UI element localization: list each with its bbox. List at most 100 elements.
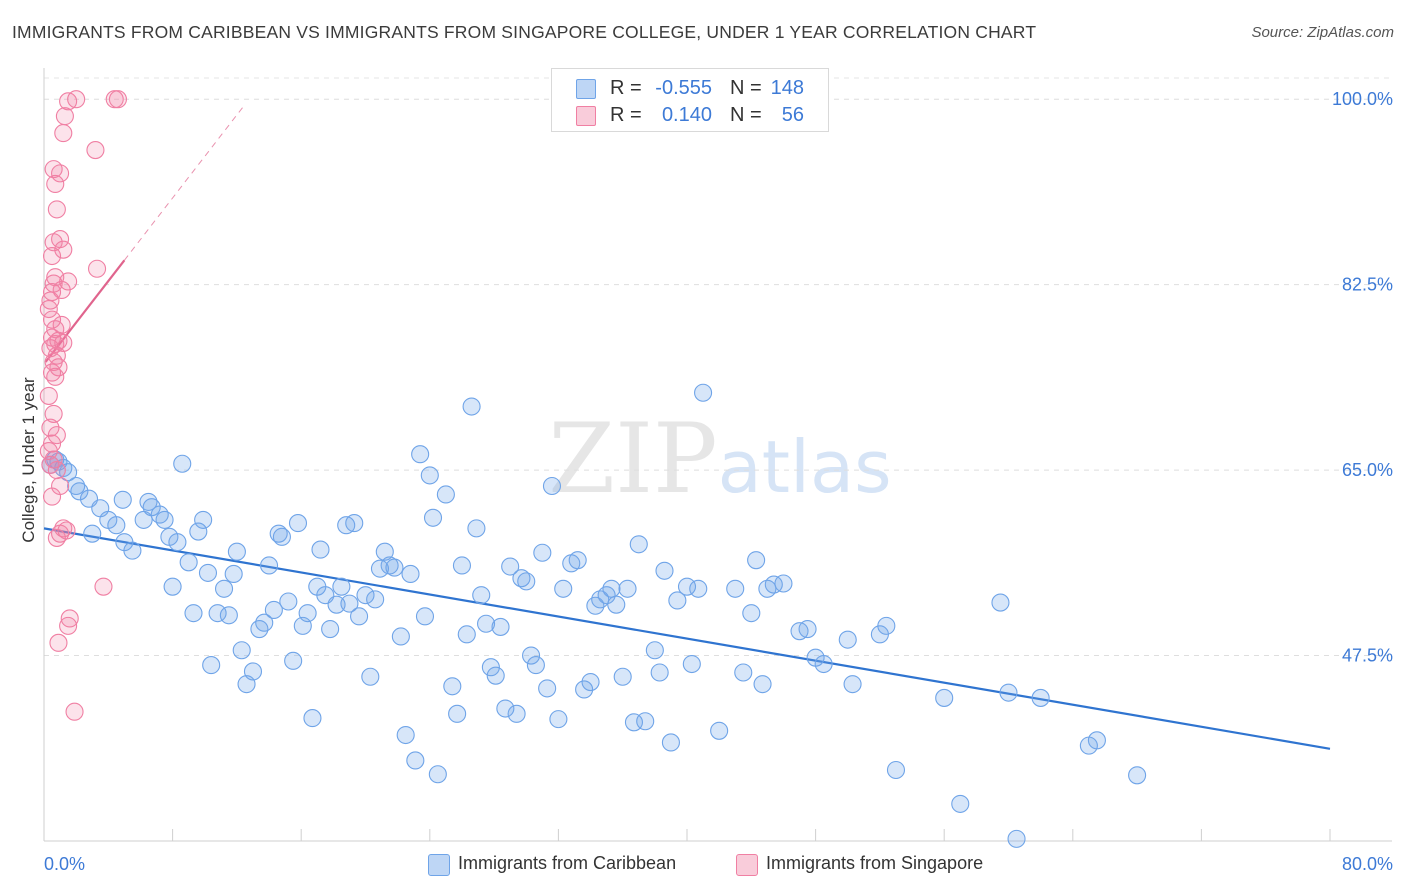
point-caribbean bbox=[486, 666, 505, 685]
bottom-legend-label-singapore: Immigrants from Singapore bbox=[766, 853, 984, 873]
point-caribbean bbox=[288, 514, 308, 533]
x-tick-label: 80.0% bbox=[1342, 854, 1393, 874]
point-caribbean bbox=[1087, 731, 1106, 750]
point-singapore bbox=[65, 702, 84, 721]
point-caribbean bbox=[139, 492, 158, 511]
point-caribbean bbox=[753, 675, 772, 694]
point-caribbean bbox=[1007, 829, 1026, 848]
point-caribbean bbox=[629, 535, 648, 554]
bottom-legend-swatch-caribbean bbox=[428, 854, 450, 876]
point-singapore bbox=[47, 461, 66, 480]
point-caribbean bbox=[607, 595, 626, 614]
point-singapore bbox=[55, 107, 74, 126]
point-caribbean bbox=[448, 704, 467, 723]
point-caribbean bbox=[361, 667, 380, 686]
point-caribbean bbox=[526, 656, 545, 675]
point-caribbean bbox=[284, 651, 303, 670]
point-singapore bbox=[44, 450, 63, 469]
point-caribbean bbox=[134, 510, 153, 529]
point-caribbean bbox=[533, 543, 552, 562]
legend-n-value: 148 bbox=[770, 77, 804, 99]
point-caribbean bbox=[107, 516, 126, 535]
point-caribbean bbox=[59, 463, 78, 482]
point-caribbean bbox=[452, 556, 472, 575]
point-caribbean bbox=[227, 542, 246, 561]
point-singapore bbox=[54, 240, 73, 259]
point-caribbean bbox=[370, 559, 390, 578]
point-caribbean bbox=[264, 600, 283, 620]
point-caribbean bbox=[798, 620, 817, 639]
point-singapore bbox=[39, 441, 58, 461]
point-caribbean bbox=[420, 466, 439, 485]
point-caribbean bbox=[173, 454, 192, 473]
point-caribbean bbox=[391, 627, 410, 646]
point-singapore bbox=[59, 616, 78, 635]
point-caribbean bbox=[838, 630, 857, 649]
legend-n-value: 56 bbox=[781, 104, 804, 126]
point-caribbean bbox=[522, 646, 541, 665]
point-caribbean bbox=[457, 625, 476, 644]
grid-lines bbox=[44, 77, 1392, 657]
legend-swatch-caribbean bbox=[576, 79, 596, 99]
point-singapore bbox=[94, 577, 113, 596]
point-caribbean bbox=[113, 490, 132, 509]
point-caribbean bbox=[436, 485, 455, 504]
point-caribbean bbox=[194, 510, 213, 529]
point-singapore bbox=[44, 404, 63, 423]
point-caribbean bbox=[345, 514, 364, 533]
legend-n-label: N = bbox=[730, 77, 762, 99]
bottom-legend-label-caribbean: Immigrants from Caribbean bbox=[458, 853, 677, 873]
point-caribbean bbox=[694, 383, 713, 402]
point-caribbean bbox=[814, 654, 833, 674]
point-caribbean bbox=[650, 663, 669, 682]
point-singapore bbox=[52, 315, 71, 334]
point-caribbean bbox=[726, 579, 745, 598]
point-caribbean bbox=[764, 575, 783, 594]
point-caribbean bbox=[406, 751, 425, 770]
point-caribbean bbox=[491, 617, 510, 636]
point-singapore bbox=[54, 124, 73, 143]
point-caribbean bbox=[311, 540, 330, 559]
point-caribbean bbox=[375, 542, 394, 561]
point-caribbean bbox=[198, 563, 218, 582]
point-caribbean bbox=[689, 579, 708, 598]
y-tick-label: 82.5% bbox=[1342, 275, 1393, 295]
point-singapore bbox=[47, 200, 66, 219]
point-caribbean bbox=[83, 524, 102, 543]
point-singapore bbox=[39, 299, 58, 319]
point-caribbean bbox=[67, 476, 86, 496]
point-caribbean bbox=[272, 527, 291, 546]
point-caribbean bbox=[350, 607, 369, 626]
point-caribbean bbox=[332, 577, 351, 596]
point-caribbean bbox=[327, 595, 346, 614]
point-caribbean bbox=[415, 607, 435, 626]
point-caribbean bbox=[385, 558, 404, 577]
y-tick-label: 65.0% bbox=[1342, 460, 1393, 480]
legend-row-singapore: R = 0.140 N = 56 bbox=[552, 102, 828, 128]
point-caribbean bbox=[843, 675, 862, 694]
point-caribbean bbox=[224, 564, 243, 584]
point-caribbean bbox=[356, 586, 375, 605]
point-caribbean bbox=[507, 704, 526, 723]
point-caribbean bbox=[298, 604, 317, 623]
legend-r-value: 0.140 bbox=[661, 104, 712, 126]
point-caribbean bbox=[886, 760, 906, 780]
point-caribbean bbox=[501, 557, 520, 576]
stats-legend: R = -0.555 N = 148 R = 0.140 N = 56 bbox=[551, 68, 829, 132]
x-tick-label: 0.0% bbox=[44, 854, 85, 874]
point-caribbean bbox=[575, 680, 594, 699]
point-caribbean bbox=[423, 508, 443, 527]
trend-extension-singapore bbox=[123, 104, 246, 261]
point-caribbean bbox=[303, 709, 322, 728]
point-caribbean bbox=[542, 476, 562, 496]
point-singapore bbox=[49, 633, 68, 652]
point-caribbean bbox=[189, 522, 208, 541]
point-caribbean bbox=[747, 551, 766, 570]
y-tick-label: 100.0% bbox=[1332, 89, 1393, 109]
point-caribbean bbox=[877, 616, 896, 635]
point-caribbean bbox=[1031, 688, 1050, 707]
point-caribbean bbox=[179, 553, 198, 572]
watermark: ZIPatlas bbox=[548, 403, 891, 515]
point-caribbean bbox=[661, 733, 680, 752]
point-caribbean bbox=[279, 592, 298, 611]
